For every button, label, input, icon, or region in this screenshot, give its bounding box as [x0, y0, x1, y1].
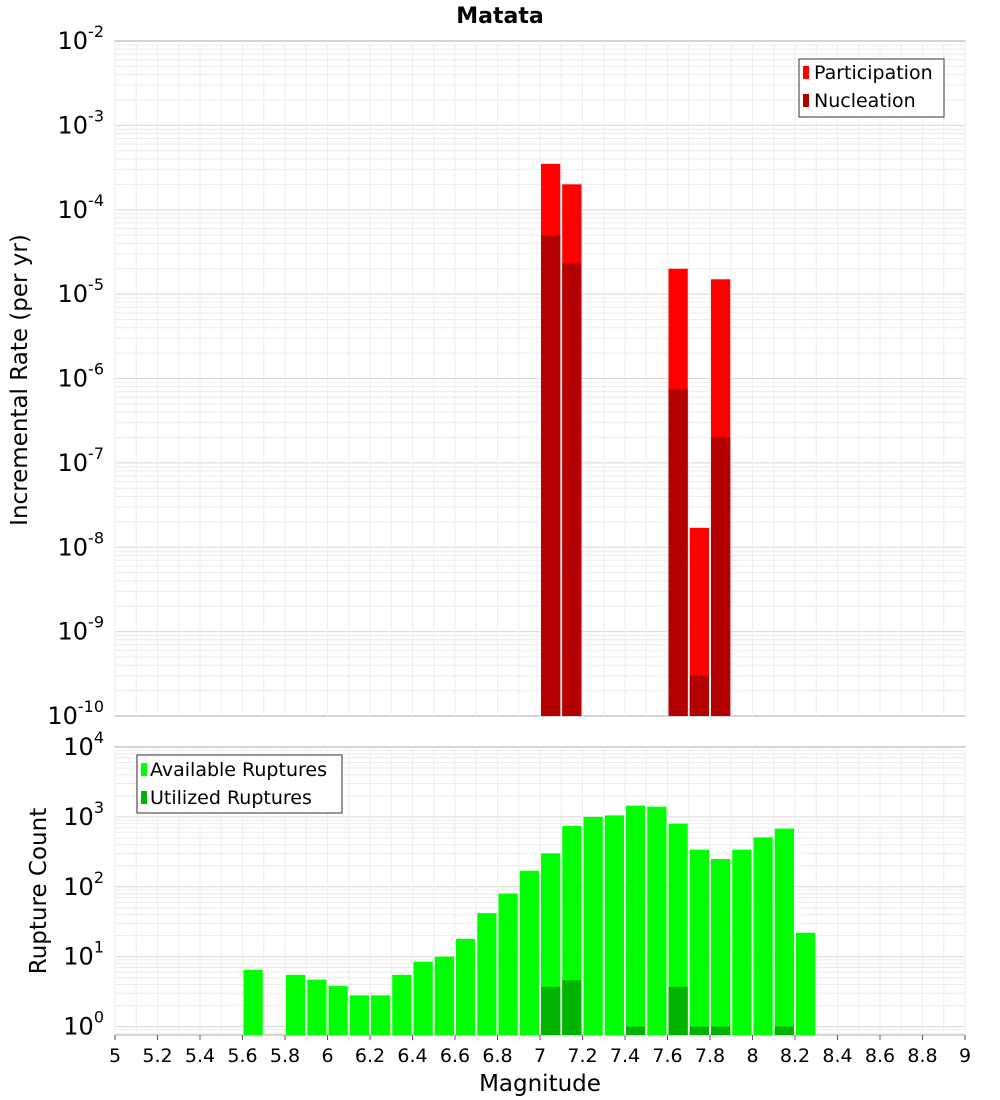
- available-ruptures-bar: [732, 849, 752, 1035]
- x-tick-label: 9: [959, 1045, 971, 1067]
- utilized-ruptures-bar: [668, 986, 688, 1035]
- available-ruptures-bar: [371, 995, 391, 1035]
- utilized-ruptures-bar: [562, 980, 582, 1035]
- x-tick-label: 8.4: [822, 1045, 852, 1067]
- x-tick-label: 8.2: [780, 1045, 810, 1067]
- available-ruptures-bar: [689, 849, 709, 1035]
- top-legend: Participation Nucleation: [798, 58, 945, 118]
- x-tick-label: 7: [534, 1045, 546, 1067]
- top-grid: [114, 41, 966, 716]
- participation-legend-swatch: [803, 66, 809, 79]
- bottom-y-tick-label: 101: [63, 938, 104, 971]
- participation-legend-label: Participation: [814, 62, 933, 84]
- available-ruptures-bar: [604, 815, 624, 1035]
- nucleation-bar: [562, 263, 582, 716]
- nucleation-legend-label: Nucleation: [814, 90, 916, 112]
- x-ticks: 5 5.2 5.4 5.6 5.8 6 6.2 6.4 6.6 6.8 7 7.2 7.4 7.6 7.8 8…: [109, 1035, 971, 1067]
- available-ruptures-bar: [349, 995, 369, 1035]
- top-y-tick-label: 10-6: [58, 360, 105, 393]
- utilized-ruptures-bar: [541, 986, 561, 1035]
- bottom-grid: [114, 747, 966, 1035]
- available-ruptures-bar: [626, 805, 646, 1035]
- top-y-tick-label: 10-9: [58, 613, 105, 646]
- x-tick-label: 5.2: [142, 1045, 172, 1067]
- x-tick-label: 7.8: [695, 1045, 725, 1067]
- available-ruptures-bar: [413, 961, 433, 1035]
- top-y-tick-label: 10-10: [47, 697, 104, 730]
- available-ruptures-bar: [647, 806, 667, 1035]
- x-tick-label: 6: [321, 1045, 333, 1067]
- x-tick-label: 5: [109, 1045, 121, 1067]
- utilized-ruptures-bar: [711, 1026, 731, 1035]
- bottom-legend: Available Ruptures Utilized Ruptures: [136, 754, 343, 814]
- top-y-axis-label: Incremental Rate (per yr): [7, 234, 33, 526]
- x-tick-label: 8.8: [907, 1045, 937, 1067]
- x-tick-label: 7.4: [610, 1045, 640, 1067]
- nucleation-bar: [711, 437, 731, 716]
- available-ruptures-bar: [498, 893, 518, 1035]
- utilized-ruptures-bar: [626, 1026, 646, 1035]
- bottom-y-tick-label: 102: [63, 868, 104, 901]
- available-ruptures-bar: [286, 974, 306, 1035]
- chart-title: Matata: [456, 4, 543, 29]
- available-ruptures-bar: [477, 913, 497, 1035]
- top-bars: [541, 163, 731, 717]
- nucleation-bar: [541, 235, 561, 716]
- available-ruptures-bar: [456, 938, 476, 1035]
- utilized-ruptures-bar: [774, 1026, 794, 1035]
- x-tick-label: 8.6: [865, 1045, 895, 1067]
- available-ruptures-bar: [328, 986, 348, 1035]
- top-y-tick-label: 10-4: [58, 191, 105, 224]
- bottom-y-axis-label: Rupture Count: [26, 808, 52, 974]
- nucleation-bar: [689, 675, 709, 716]
- bottom-y-ticks: 104 103 102 101 100: [63, 728, 104, 1041]
- top-y-tick-label: 10-7: [58, 444, 105, 477]
- top-y-tick-label: 10-3: [58, 106, 105, 139]
- top-y-tick-label: 10-8: [58, 528, 105, 561]
- x-tick-label: 5.4: [185, 1045, 215, 1067]
- bottom-legend-box: [136, 754, 343, 814]
- bottom-bars: [243, 805, 816, 1035]
- available-ruptures-bar: [434, 956, 454, 1035]
- top-legend-box: [798, 58, 945, 118]
- available-legend-swatch: [141, 763, 147, 776]
- utilized-ruptures-bar: [689, 1026, 709, 1035]
- available-ruptures-bar: [519, 870, 539, 1035]
- x-tick-label: 8: [746, 1045, 758, 1067]
- x-tick-label: 6.6: [440, 1045, 470, 1067]
- available-ruptures-bar: [796, 932, 816, 1035]
- available-ruptures-bar: [307, 979, 327, 1035]
- utilized-legend-swatch: [141, 791, 147, 804]
- available-ruptures-bar: [243, 969, 263, 1035]
- participation-bar: [689, 527, 709, 716]
- available-ruptures-bar: [753, 837, 773, 1035]
- nucleation-legend-swatch: [803, 94, 809, 107]
- x-tick-label: 7.2: [567, 1045, 597, 1067]
- bottom-y-tick-label: 100: [63, 1008, 104, 1041]
- x-tick-label: 6.2: [355, 1045, 385, 1067]
- x-tick-label: 5.8: [270, 1045, 300, 1067]
- available-ruptures-bar: [583, 816, 603, 1035]
- x-tick-label: 7.6: [652, 1045, 682, 1067]
- available-legend-label: Available Ruptures: [150, 759, 327, 781]
- utilized-legend-label: Utilized Ruptures: [150, 787, 312, 809]
- x-tick-label: 6.8: [482, 1045, 512, 1067]
- x-axis-label: Magnitude: [479, 1071, 601, 1097]
- nucleation-bar: [668, 389, 688, 716]
- top-y-tick-label: 10-2: [58, 22, 105, 55]
- available-ruptures-bar: [774, 828, 794, 1035]
- x-tick-label: 5.6: [227, 1045, 257, 1067]
- available-ruptures-bar: [711, 858, 731, 1035]
- available-ruptures-bar: [392, 974, 412, 1035]
- bottom-y-tick-label: 103: [63, 798, 104, 831]
- top-y-tick-label: 10-5: [58, 275, 105, 308]
- x-tick-label: 6.4: [397, 1045, 427, 1067]
- bottom-y-tick-label: 104: [63, 728, 104, 761]
- available-ruptures-bar: [668, 823, 688, 1035]
- top-y-ticks: 10-2 10-3 10-4 10-5 10-6 10-7 10-8 10-9 10-10: [47, 22, 104, 730]
